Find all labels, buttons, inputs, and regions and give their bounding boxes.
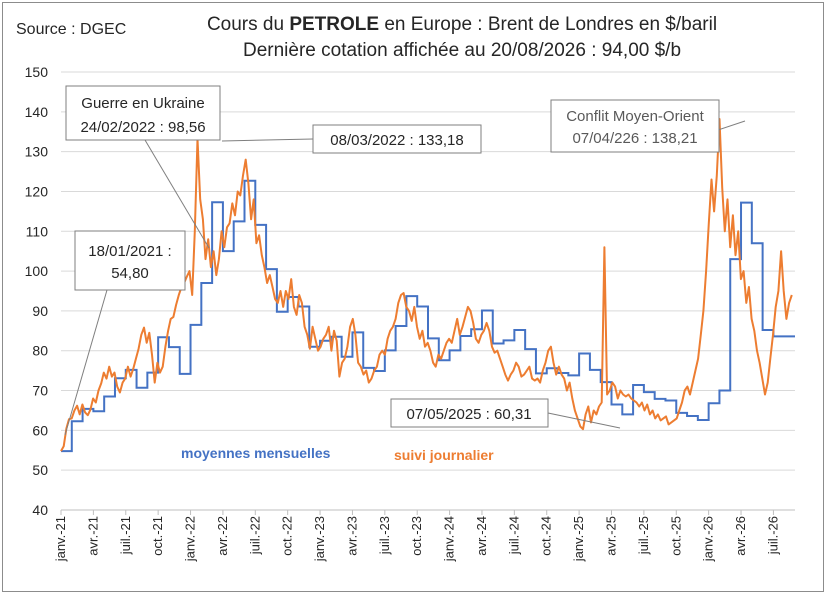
svg-text:54,80: 54,80 xyxy=(111,265,149,282)
svg-text:07/05/2025 : 60,31: 07/05/2025 : 60,31 xyxy=(406,406,531,423)
svg-text:24/02/2022 : 98,56: 24/02/2022 : 98,56 xyxy=(80,119,205,136)
x-tick-label: oct.-23 xyxy=(409,516,424,556)
y-tick-label: 150 xyxy=(25,64,49,80)
x-tick-label: avr.-25 xyxy=(604,516,619,556)
x-tick-label: avr.-22 xyxy=(215,516,230,556)
y-tick-label: 70 xyxy=(32,383,48,399)
x-tick-label: juil.-21 xyxy=(118,516,133,555)
x-tick-label: juil.-25 xyxy=(636,516,651,555)
svg-text:07/04/226 : 138,21: 07/04/226 : 138,21 xyxy=(572,130,697,147)
x-tick-label: juil.-22 xyxy=(247,516,262,555)
svg-text:18/01/2021 :: 18/01/2021 : xyxy=(88,243,171,260)
connector-ukraine xyxy=(144,139,210,249)
y-tick-label: 90 xyxy=(32,303,48,319)
connector-a2021 xyxy=(64,289,108,436)
x-tick-label: janv.-25 xyxy=(571,516,586,562)
x-tick-label: oct.-22 xyxy=(280,516,295,556)
svg-text:Guerre en Ukraine: Guerre en Ukraine xyxy=(81,95,204,112)
y-tick-label: 50 xyxy=(32,462,48,478)
x-tick-label: oct.-24 xyxy=(539,516,554,556)
annotation-a2021: 18/01/2021 : 54,80 xyxy=(74,230,186,291)
x-tick-label: janv.-22 xyxy=(183,516,198,562)
x-tick-label: janv.-26 xyxy=(701,516,716,562)
x-tick-label: avr.-26 xyxy=(733,516,748,556)
x-tick-label: janv.-21 xyxy=(53,516,68,562)
x-tick-label: janv.-23 xyxy=(312,516,327,562)
x-tick-label: oct.-25 xyxy=(668,516,683,556)
x-tick-label: avr.-23 xyxy=(344,516,359,556)
annotation-m2025: 07/05/2025 : 60,31 xyxy=(390,398,549,428)
y-tick-label: 100 xyxy=(25,263,49,279)
y-tick-label: 40 xyxy=(32,502,48,518)
x-tick-label: avr.-21 xyxy=(85,516,100,556)
chart-title-line1: Cours du PETROLE en Europe : Brent de Lo… xyxy=(207,14,717,35)
annotation-connectors xyxy=(64,120,746,436)
y-tick-labels: 40 50 60 70 80 90 100 110 120 130 140 150 xyxy=(25,64,49,518)
y-tick-label: 120 xyxy=(25,183,49,199)
x-tick-label: janv.-24 xyxy=(442,516,457,562)
annotation-m2022: 08/03/2022 : 133,18 xyxy=(312,124,482,154)
y-tick-label: 80 xyxy=(32,343,48,359)
x-tick-label: oct.-21 xyxy=(150,516,165,556)
series-monthly-line xyxy=(61,179,795,453)
svg-text:08/03/2022 : 133,18: 08/03/2022 : 133,18 xyxy=(330,132,463,149)
x-tick-label: juil.-26 xyxy=(765,516,780,555)
connector-m2025 xyxy=(547,412,621,429)
annotation-ukraine: Guerre en Ukraine 24/02/2022 : 98,56 xyxy=(65,85,221,141)
chart-frame xyxy=(2,2,824,592)
x-ticks: janv.-21 avr.-21 juil.-21 oct.-21 janv.-22 av… xyxy=(53,510,780,562)
y-tick-label: 110 xyxy=(26,223,49,239)
connector-mo xyxy=(717,120,746,131)
source-label: Source : DGEC xyxy=(16,21,126,38)
chart-title-line2: Dernière cotation affichée au 20/08/2026… xyxy=(243,40,681,61)
y-tick-label: 130 xyxy=(25,144,49,160)
x-tick-label: avr.-24 xyxy=(474,516,489,556)
x-tick-label: juil.-23 xyxy=(377,516,392,555)
y-tick-label: 140 xyxy=(25,104,49,120)
connector-m2022 xyxy=(221,138,314,142)
y-tick-label: 60 xyxy=(32,422,48,438)
legend-daily-label: suivi journalier xyxy=(394,447,494,463)
annotation-mo: Conflit Moyen-Orient 07/04/226 : 138,21 xyxy=(550,99,720,153)
svg-text:Conflit Moyen-Orient: Conflit Moyen-Orient xyxy=(566,108,704,125)
x-tick-label: juil.-24 xyxy=(506,516,521,555)
legend-monthly-label: moyennes mensuelles xyxy=(181,445,331,461)
